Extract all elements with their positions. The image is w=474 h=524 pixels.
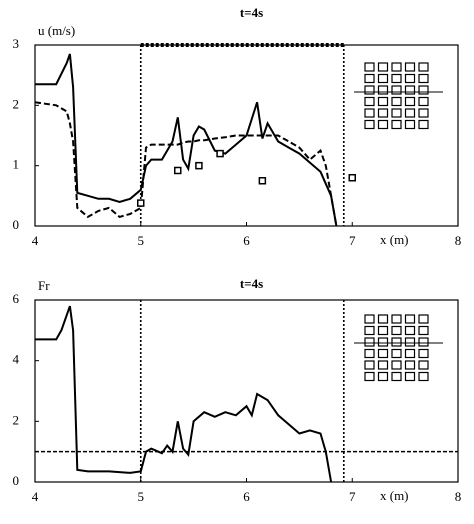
icon-block bbox=[364, 62, 375, 72]
icon-block bbox=[418, 337, 429, 347]
x-axis-label: x (m) bbox=[380, 232, 409, 247]
marker bbox=[195, 161, 203, 170]
x-tick-label: 6 bbox=[243, 233, 250, 248]
x-tick-label: 4 bbox=[32, 489, 39, 504]
icon-block bbox=[377, 73, 389, 84]
icon-block bbox=[391, 119, 402, 130]
chart-title: t=4s bbox=[240, 5, 263, 20]
marker bbox=[216, 149, 224, 158]
icon-block bbox=[364, 108, 375, 118]
icon-block bbox=[391, 325, 402, 336]
icon-block bbox=[391, 96, 402, 107]
icon-block bbox=[364, 337, 375, 347]
x-tick-label: 7 bbox=[349, 233, 356, 248]
series-line bbox=[35, 305, 333, 483]
icon-block bbox=[364, 314, 375, 324]
icon-block bbox=[404, 108, 416, 118]
icon-block bbox=[418, 85, 429, 95]
icon-block bbox=[404, 348, 416, 359]
icon-block bbox=[391, 337, 402, 347]
marker bbox=[348, 173, 356, 182]
marker bbox=[137, 199, 145, 207]
marker bbox=[174, 166, 182, 175]
icon-block bbox=[377, 119, 389, 130]
icon-block bbox=[404, 85, 416, 95]
icon-block bbox=[418, 348, 429, 359]
icon-block bbox=[391, 360, 402, 370]
icon-block bbox=[391, 62, 402, 72]
chart-title: t=4s bbox=[240, 276, 263, 291]
icon-block bbox=[391, 371, 402, 382]
x-tick-label: 8 bbox=[455, 233, 462, 248]
y-tick-label: 4 bbox=[13, 352, 20, 367]
icon-block bbox=[377, 62, 389, 72]
icon-block bbox=[418, 73, 429, 84]
icon-block bbox=[377, 348, 389, 359]
icon-block bbox=[418, 360, 429, 370]
icon-block bbox=[418, 325, 429, 336]
marker bbox=[258, 177, 267, 185]
y-tick-label: 2 bbox=[13, 412, 20, 427]
x-axis-label: x (m) bbox=[380, 488, 409, 503]
x-tick-label: 5 bbox=[138, 489, 145, 504]
icon-block bbox=[364, 96, 375, 107]
icon-block bbox=[377, 108, 389, 118]
panel: t=4s Fr 4 5 6 7 8 x (m) 0 2 4 6 bbox=[13, 276, 462, 504]
icon-block bbox=[364, 371, 375, 382]
icon-block bbox=[418, 62, 429, 72]
x-tick-label: 8 bbox=[455, 489, 462, 504]
icon-block bbox=[418, 96, 429, 107]
x-tick-label: 4 bbox=[32, 233, 39, 248]
y-tick-label: 0 bbox=[13, 473, 20, 488]
icon-block bbox=[391, 348, 402, 359]
icon-block bbox=[404, 96, 416, 107]
y-tick-label: 6 bbox=[13, 291, 20, 306]
icon-block bbox=[377, 371, 389, 382]
icon-block bbox=[418, 371, 429, 382]
series-line bbox=[34, 101, 338, 227]
icon-block bbox=[418, 119, 429, 130]
icon-block bbox=[404, 360, 416, 370]
x-tick-label: 7 bbox=[349, 489, 356, 504]
y-tick-label: 0 bbox=[13, 217, 20, 232]
icon-block bbox=[377, 325, 389, 336]
icon-block bbox=[364, 73, 375, 84]
icon-block bbox=[404, 119, 416, 130]
icon-block bbox=[404, 314, 416, 324]
icon-block bbox=[391, 85, 402, 95]
icon-block bbox=[404, 337, 416, 347]
icon-block bbox=[391, 314, 402, 324]
icon-block bbox=[404, 62, 416, 72]
panel: t=4s u (m/s) 4 5 6 7 8 x (m) 0 1 2 3 bbox=[13, 5, 462, 248]
icon-block bbox=[364, 119, 375, 130]
icon-block bbox=[391, 73, 402, 84]
icon-block bbox=[418, 314, 429, 324]
icon-block bbox=[364, 85, 375, 95]
icon-block bbox=[404, 371, 416, 382]
series-line bbox=[35, 53, 338, 227]
icon-block bbox=[364, 360, 375, 370]
icon-block bbox=[377, 314, 389, 324]
icon-block bbox=[377, 96, 389, 107]
icon-block bbox=[391, 108, 402, 118]
y-tick-label: 1 bbox=[13, 157, 20, 172]
y-tick-label: 3 bbox=[13, 36, 20, 51]
y-axis-label: Fr bbox=[38, 278, 50, 293]
x-tick-label: 5 bbox=[138, 233, 145, 248]
icon-block bbox=[364, 325, 375, 336]
icon-block bbox=[404, 325, 416, 336]
icon-block bbox=[404, 73, 416, 84]
y-axis-label: u (m/s) bbox=[38, 23, 75, 38]
icon-block bbox=[377, 337, 389, 347]
y-tick-label: 2 bbox=[13, 96, 20, 111]
x-tick-label: 6 bbox=[243, 489, 250, 504]
icon-block bbox=[377, 360, 389, 370]
icon-block bbox=[364, 348, 375, 359]
icon-block bbox=[418, 108, 429, 118]
icon-block bbox=[377, 85, 389, 95]
